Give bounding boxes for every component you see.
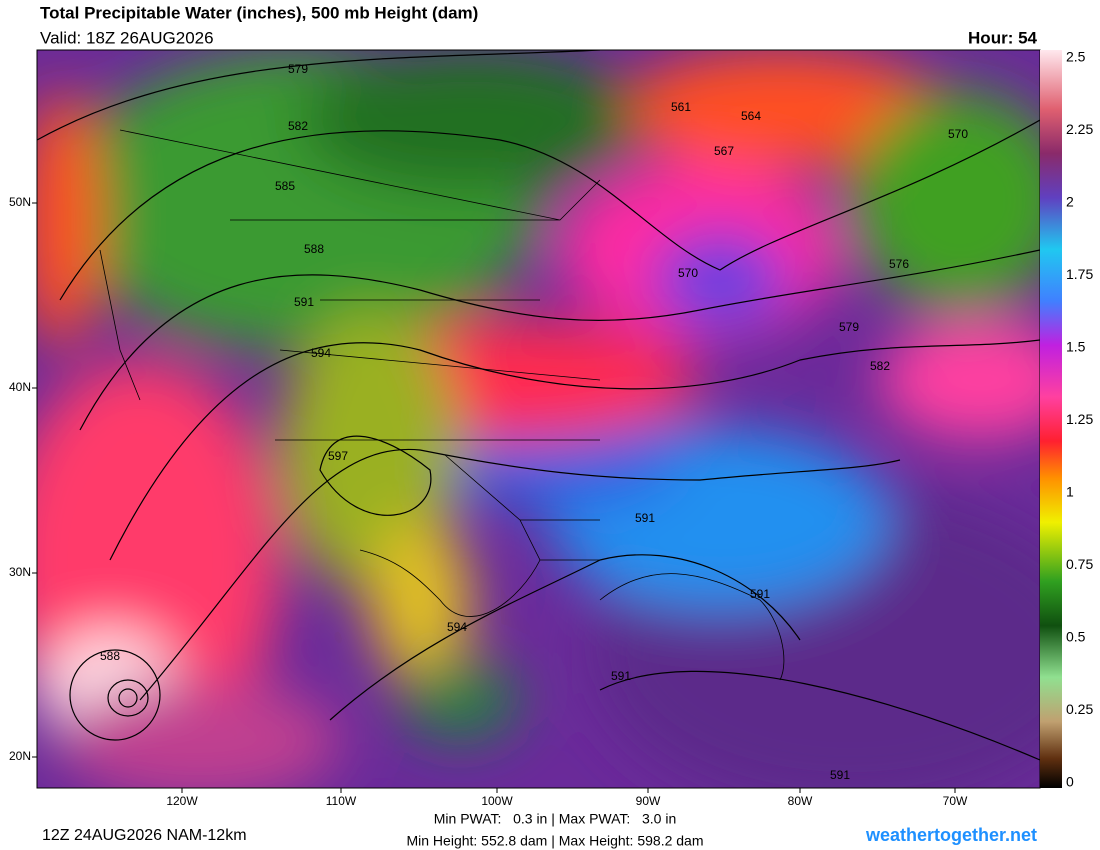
colorbar-label: 1.25: [1066, 411, 1093, 427]
contour-label: 594: [311, 346, 331, 360]
lon-label: 100W: [481, 794, 513, 808]
colorbar-label: 0.25: [1066, 701, 1093, 717]
lat-label: 50N: [9, 195, 31, 209]
contour-label: 561: [671, 100, 691, 114]
contour-label: 564: [741, 109, 761, 123]
lat-label: 30N: [9, 565, 31, 579]
contour-label: 591: [750, 587, 770, 601]
lon-label: 120W: [166, 794, 198, 808]
contour-label: 597: [328, 449, 348, 463]
colorbar-label: 1: [1066, 484, 1074, 500]
lon-label: 110W: [326, 794, 357, 808]
pwat-stats: Min PWAT: 0.3 in | Max PWAT: 3.0 in: [434, 811, 676, 827]
contour-label: 588: [100, 649, 120, 663]
colorbar: [1040, 50, 1062, 788]
colorbar-label: 1.5: [1066, 339, 1086, 355]
colorbar-label: 0: [1066, 774, 1074, 790]
contour-label: 579: [288, 62, 308, 76]
contour-label: 570: [678, 266, 698, 280]
title: Total Precipitable Water (inches), 500 m…: [40, 3, 478, 22]
lon-label: 80W: [788, 794, 813, 808]
map: 579 582 585 588 591 594 597 591 594 591 …: [37, 50, 1040, 788]
contour-label: 576: [889, 257, 909, 271]
lat-label: 20N: [9, 749, 31, 763]
contour-label: 567: [714, 144, 734, 158]
lon-label: 70W: [943, 794, 968, 808]
colorbar-label: 2.5: [1066, 49, 1086, 65]
contour-label: 588: [304, 242, 324, 256]
valid-time: Valid: 18Z 26AUG2026: [40, 28, 214, 47]
contour-label: 582: [288, 119, 308, 133]
height-stats: Min Height: 552.8 dam | Max Height: 598.…: [406, 833, 703, 849]
contour-label: 594: [447, 620, 467, 634]
lat-label: 40N: [9, 380, 31, 394]
contour-label: 591: [830, 768, 850, 782]
contour-label: 591: [635, 511, 655, 525]
colorbar-label: 1.75: [1066, 266, 1093, 282]
lon-label: 90W: [636, 794, 661, 808]
contour-label: 591: [611, 669, 631, 683]
contour-label: 585: [275, 179, 295, 193]
forecast-hour: Hour: 54: [968, 28, 1038, 47]
colorbar-label: 0.5: [1066, 629, 1086, 645]
contour-label: 579: [839, 320, 859, 334]
colorbar-label: 2: [1066, 194, 1074, 210]
model-run: 12Z 24AUG2026 NAM-12km: [42, 827, 247, 844]
site-link[interactable]: weathertogether.net: [865, 825, 1037, 845]
contour-label: 582: [870, 359, 890, 373]
colorbar-label: 0.75: [1066, 556, 1093, 572]
contour-label: 570: [948, 127, 968, 141]
contour-label: 591: [294, 295, 314, 309]
colorbar-label: 2.25: [1066, 121, 1093, 137]
